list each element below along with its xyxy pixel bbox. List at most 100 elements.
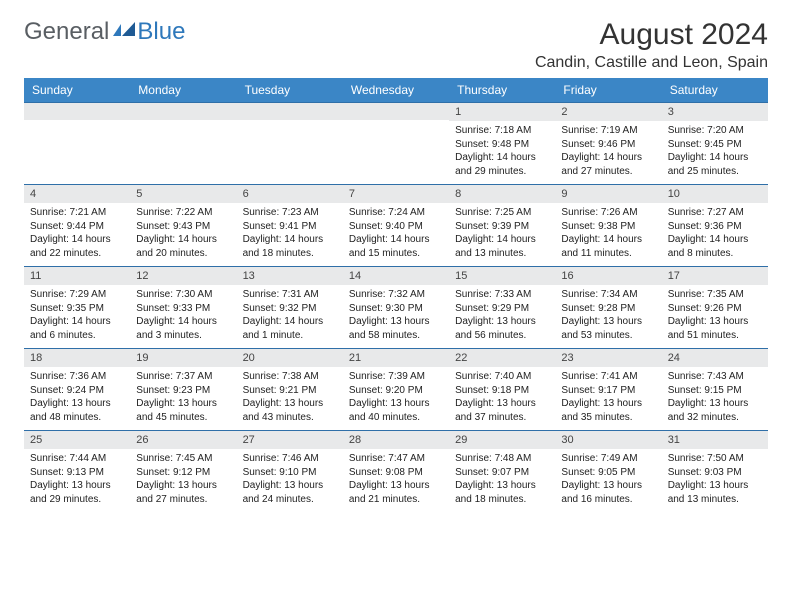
day-number xyxy=(343,103,449,120)
day-line: Sunrise: 7:21 AM xyxy=(30,206,124,220)
day-number: 23 xyxy=(555,349,661,367)
day-line: Sunrise: 7:23 AM xyxy=(243,206,337,220)
day-cell: 31Sunrise: 7:50 AMSunset: 9:03 PMDayligh… xyxy=(662,431,768,513)
location: Candin, Castille and Leon, Spain xyxy=(535,54,768,72)
day-header: Tuesday xyxy=(237,78,343,103)
day-content xyxy=(237,120,343,178)
day-line: Sunrise: 7:19 AM xyxy=(561,124,655,138)
day-header-row: Sunday Monday Tuesday Wednesday Thursday… xyxy=(24,78,768,103)
day-line: Sunrise: 7:49 AM xyxy=(561,452,655,466)
day-line: Daylight: 14 hours and 3 minutes. xyxy=(136,315,230,342)
day-line: Sunset: 9:08 PM xyxy=(349,466,443,480)
day-line: Daylight: 13 hours and 40 minutes. xyxy=(349,397,443,424)
logo-text-blue: Blue xyxy=(137,18,185,46)
day-line: Sunrise: 7:20 AM xyxy=(668,124,762,138)
day-number: 19 xyxy=(130,349,236,367)
day-number: 15 xyxy=(449,267,555,285)
day-line: Daylight: 13 hours and 51 minutes. xyxy=(668,315,762,342)
day-line: Sunset: 9:13 PM xyxy=(30,466,124,480)
day-number: 3 xyxy=(662,103,768,121)
day-line: Sunset: 9:03 PM xyxy=(668,466,762,480)
day-cell: 25Sunrise: 7:44 AMSunset: 9:13 PMDayligh… xyxy=(24,431,130,513)
day-line: Sunrise: 7:34 AM xyxy=(561,288,655,302)
week-row: 1Sunrise: 7:18 AMSunset: 9:48 PMDaylight… xyxy=(24,103,768,185)
day-number: 26 xyxy=(130,431,236,449)
day-cell xyxy=(343,103,449,185)
day-line: Sunrise: 7:40 AM xyxy=(455,370,549,384)
day-line: Daylight: 13 hours and 32 minutes. xyxy=(668,397,762,424)
day-content: Sunrise: 7:49 AMSunset: 9:05 PMDaylight:… xyxy=(555,449,661,512)
day-content: Sunrise: 7:40 AMSunset: 9:18 PMDaylight:… xyxy=(449,367,555,430)
day-cell: 21Sunrise: 7:39 AMSunset: 9:20 PMDayligh… xyxy=(343,349,449,431)
day-content: Sunrise: 7:22 AMSunset: 9:43 PMDaylight:… xyxy=(130,203,236,266)
day-line: Sunset: 9:15 PM xyxy=(668,384,762,398)
day-line: Sunset: 9:05 PM xyxy=(561,466,655,480)
day-content: Sunrise: 7:25 AMSunset: 9:39 PMDaylight:… xyxy=(449,203,555,266)
day-cell xyxy=(24,103,130,185)
day-line: Daylight: 14 hours and 11 minutes. xyxy=(561,233,655,260)
day-number: 16 xyxy=(555,267,661,285)
day-content xyxy=(24,120,130,178)
day-cell: 7Sunrise: 7:24 AMSunset: 9:40 PMDaylight… xyxy=(343,185,449,267)
day-content: Sunrise: 7:23 AMSunset: 9:41 PMDaylight:… xyxy=(237,203,343,266)
day-line: Sunset: 9:33 PM xyxy=(136,302,230,316)
day-cell: 14Sunrise: 7:32 AMSunset: 9:30 PMDayligh… xyxy=(343,267,449,349)
day-line: Daylight: 14 hours and 22 minutes. xyxy=(30,233,124,260)
day-cell: 6Sunrise: 7:23 AMSunset: 9:41 PMDaylight… xyxy=(237,185,343,267)
day-line: Sunset: 9:44 PM xyxy=(30,220,124,234)
day-line: Daylight: 14 hours and 25 minutes. xyxy=(668,151,762,178)
day-content: Sunrise: 7:24 AMSunset: 9:40 PMDaylight:… xyxy=(343,203,449,266)
day-line: Sunset: 9:38 PM xyxy=(561,220,655,234)
day-header: Thursday xyxy=(449,78,555,103)
day-cell: 8Sunrise: 7:25 AMSunset: 9:39 PMDaylight… xyxy=(449,185,555,267)
day-number: 22 xyxy=(449,349,555,367)
day-line: Sunset: 9:23 PM xyxy=(136,384,230,398)
day-line: Sunrise: 7:18 AM xyxy=(455,124,549,138)
day-content: Sunrise: 7:45 AMSunset: 9:12 PMDaylight:… xyxy=(130,449,236,512)
title-block: August 2024 Candin, Castille and Leon, S… xyxy=(535,18,768,72)
day-content: Sunrise: 7:33 AMSunset: 9:29 PMDaylight:… xyxy=(449,285,555,348)
day-number: 28 xyxy=(343,431,449,449)
day-line: Daylight: 13 hours and 53 minutes. xyxy=(561,315,655,342)
week-row: 25Sunrise: 7:44 AMSunset: 9:13 PMDayligh… xyxy=(24,431,768,513)
day-header: Monday xyxy=(130,78,236,103)
day-number: 14 xyxy=(343,267,449,285)
logo-mark-icon xyxy=(113,22,135,36)
logo-text-general: General xyxy=(24,18,109,46)
day-number: 10 xyxy=(662,185,768,203)
day-cell: 11Sunrise: 7:29 AMSunset: 9:35 PMDayligh… xyxy=(24,267,130,349)
day-cell: 2Sunrise: 7:19 AMSunset: 9:46 PMDaylight… xyxy=(555,103,661,185)
day-line: Sunrise: 7:50 AM xyxy=(668,452,762,466)
day-content: Sunrise: 7:20 AMSunset: 9:45 PMDaylight:… xyxy=(662,121,768,184)
day-cell: 10Sunrise: 7:27 AMSunset: 9:36 PMDayligh… xyxy=(662,185,768,267)
day-cell: 5Sunrise: 7:22 AMSunset: 9:43 PMDaylight… xyxy=(130,185,236,267)
day-line: Sunrise: 7:43 AM xyxy=(668,370,762,384)
day-cell: 3Sunrise: 7:20 AMSunset: 9:45 PMDaylight… xyxy=(662,103,768,185)
calendar-page: General Blue August 2024 Candin, Castill… xyxy=(0,0,792,512)
day-line: Daylight: 14 hours and 13 minutes. xyxy=(455,233,549,260)
day-line: Daylight: 13 hours and 24 minutes. xyxy=(243,479,337,506)
day-number: 25 xyxy=(24,431,130,449)
day-cell xyxy=(130,103,236,185)
day-line: Sunrise: 7:30 AM xyxy=(136,288,230,302)
day-line: Sunset: 9:24 PM xyxy=(30,384,124,398)
day-content xyxy=(343,120,449,178)
day-number: 9 xyxy=(555,185,661,203)
day-line: Sunset: 9:43 PM xyxy=(136,220,230,234)
day-number xyxy=(237,103,343,120)
day-line: Daylight: 13 hours and 29 minutes. xyxy=(30,479,124,506)
day-number: 11 xyxy=(24,267,130,285)
day-line: Daylight: 13 hours and 56 minutes. xyxy=(455,315,549,342)
day-content: Sunrise: 7:32 AMSunset: 9:30 PMDaylight:… xyxy=(343,285,449,348)
day-line: Sunset: 9:35 PM xyxy=(30,302,124,316)
day-line: Daylight: 14 hours and 8 minutes. xyxy=(668,233,762,260)
day-line: Sunset: 9:20 PM xyxy=(349,384,443,398)
day-number: 29 xyxy=(449,431,555,449)
day-line: Sunset: 9:46 PM xyxy=(561,138,655,152)
day-content: Sunrise: 7:41 AMSunset: 9:17 PMDaylight:… xyxy=(555,367,661,430)
day-line: Daylight: 13 hours and 43 minutes. xyxy=(243,397,337,424)
day-line: Sunrise: 7:37 AM xyxy=(136,370,230,384)
day-number: 12 xyxy=(130,267,236,285)
day-number: 17 xyxy=(662,267,768,285)
day-cell: 23Sunrise: 7:41 AMSunset: 9:17 PMDayligh… xyxy=(555,349,661,431)
